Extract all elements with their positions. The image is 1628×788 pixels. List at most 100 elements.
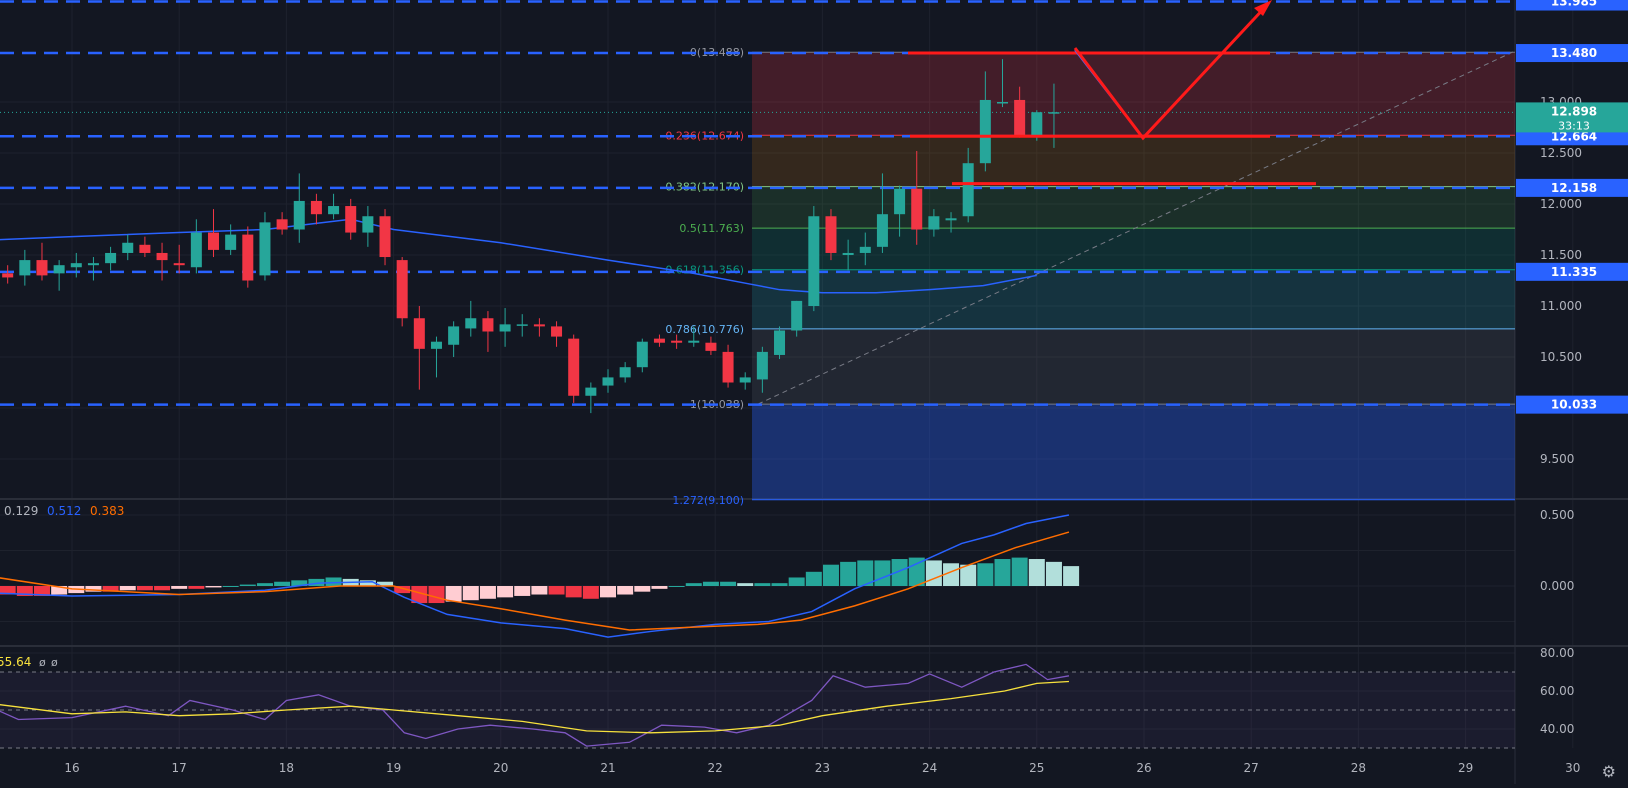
macd-legend-value-2: 0.383 (90, 504, 124, 518)
candle-7 (122, 234, 134, 261)
candle-body (310, 200, 322, 215)
candle-body (962, 163, 974, 217)
candle-body (139, 244, 151, 253)
macd-hist-bar-50 (857, 560, 874, 586)
macd-line (0, 514, 1070, 638)
level-tag-bg-0 (1516, 0, 1628, 11)
macd-hist-bar-25 (428, 586, 445, 604)
candle-body (894, 188, 906, 215)
fib-zone-6 (752, 404, 1515, 500)
candle-32 (551, 321, 563, 347)
macd-hist-bar-38 (651, 586, 668, 589)
macd-hist-bar-45 (771, 583, 788, 586)
macd-hist-bar-36 (617, 586, 634, 595)
candle-body (482, 318, 494, 332)
candle-body (568, 338, 580, 396)
candle-body (208, 232, 220, 250)
candle-body (362, 216, 374, 233)
candle-8 (139, 236, 151, 258)
macd-hist-bar-62 (1063, 566, 1080, 586)
candle-54 (928, 209, 940, 237)
macd-hist-bar-40 (685, 583, 702, 586)
macd-hist-bar-44 (754, 583, 771, 586)
macd-hist-bar-0 (0, 586, 16, 595)
fib-trend-line (757, 50, 1516, 405)
time-tick-label-27: 27 (1244, 761, 1259, 775)
candle-30 (516, 314, 528, 337)
candle-9 (156, 242, 168, 281)
time-tick-label-16: 16 (64, 761, 79, 775)
candle-body (945, 218, 957, 221)
candle-0 (2, 265, 14, 284)
macd-hist-bar-51 (874, 560, 891, 586)
candle-body (413, 318, 425, 349)
candle-body (396, 260, 408, 319)
fib-zone-5 (752, 328, 1515, 405)
fib-label-3: 0.5(11.763) (679, 222, 744, 235)
candle-4 (70, 252, 82, 278)
fib-label-4: 0.618(11.356) (665, 264, 744, 277)
macd-hist-bar-2 (33, 586, 50, 596)
candle-43 (739, 372, 751, 390)
time-tick-label-22: 22 (708, 761, 723, 775)
candle-38 (653, 334, 665, 347)
fib-zone-4 (752, 269, 1515, 329)
macd-hist-bar-57 (977, 563, 994, 586)
rsi-legend-value: 55.64 (0, 655, 31, 669)
candle-51 (876, 173, 888, 253)
time-tick-label-30: 30 (1565, 761, 1580, 775)
candle-countdown-label: 33:13 (1558, 119, 1590, 132)
candle-body (1048, 112, 1060, 114)
candle-body (499, 324, 511, 332)
level-tag-label-2: 12.664 (1551, 129, 1597, 143)
candle-47 (808, 206, 820, 312)
candle-24 (413, 306, 425, 390)
settings-gear-icon[interactable]: ⚙ (1601, 762, 1616, 781)
macd-hist-bar-8 (136, 586, 153, 591)
candle-48 (825, 209, 837, 261)
time-tick-label-28: 28 (1351, 761, 1366, 775)
macd-hist-bar-30 (514, 586, 531, 596)
time-tick-label-26: 26 (1136, 761, 1151, 775)
candle-body (430, 341, 442, 349)
candle-body (859, 246, 871, 253)
candle-44 (756, 346, 768, 393)
candle-body (585, 387, 597, 396)
macd-hist-bar-26 (445, 586, 462, 602)
fib-label-7: 1.272(9.100) (672, 494, 744, 507)
macd-hist-bar-27 (462, 586, 479, 601)
time-tick-label-23: 23 (815, 761, 830, 775)
candle-5 (87, 257, 99, 281)
macd-legend-value-0: 0.129 (4, 504, 38, 518)
candle-19 (328, 193, 340, 220)
macd-hist-bar-11 (188, 586, 205, 589)
macd-hist-bar-42 (720, 581, 737, 586)
macd-legend-value-1: 0.512 (47, 504, 81, 518)
candle-36 (619, 362, 631, 383)
macd-hist-bar-14 (239, 584, 256, 586)
rsi-line (0, 663, 1070, 747)
candle-6 (105, 246, 117, 271)
macd-hist-bar-46 (788, 577, 805, 586)
macd-hist-bar-56 (960, 564, 977, 586)
candle-body (876, 214, 888, 247)
macd-hist-bar-12 (205, 586, 222, 588)
candle-27 (465, 300, 477, 337)
macd-tick-label-0: 0.500 (1540, 508, 1574, 522)
macd-hist-bar-37 (634, 586, 651, 592)
macd-hist-bar-19 (325, 577, 342, 586)
candle-body (756, 351, 768, 380)
candle-35 (602, 369, 614, 393)
macd-hist-bar-21 (359, 580, 376, 586)
candle-22 (379, 209, 391, 266)
candle-body (774, 330, 786, 355)
candle-53 (911, 150, 923, 245)
time-tick-label-25: 25 (1029, 761, 1044, 775)
candle-body (928, 216, 940, 230)
rsi-tick-label-0: 80.00 (1540, 646, 1574, 660)
candle-body (516, 324, 528, 326)
candle-28 (482, 311, 494, 352)
time-tick-label-24: 24 (922, 761, 937, 775)
candle-body (328, 206, 340, 215)
